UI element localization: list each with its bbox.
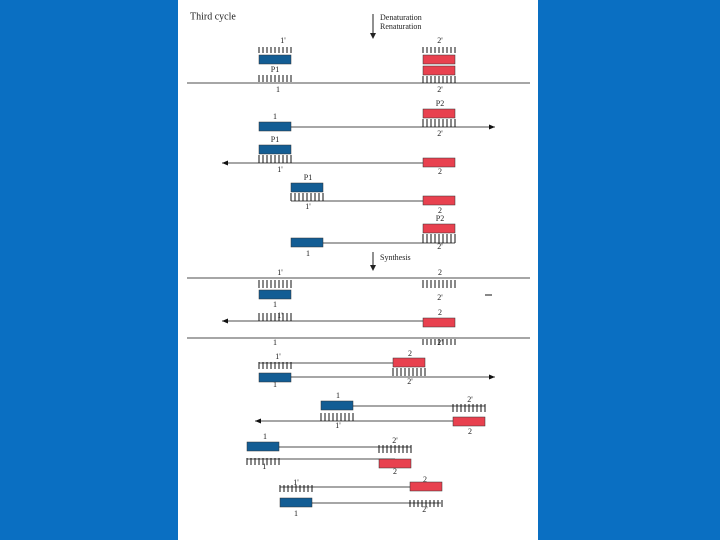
strand-label: 2 [468, 427, 472, 436]
page [178, 0, 538, 540]
strand-label: 1 [306, 249, 310, 258]
strand-label: 1 [263, 432, 267, 441]
strand-label: 2' [467, 395, 473, 404]
strand-label: 1' [275, 352, 281, 361]
strand-label: P1 [271, 65, 279, 74]
primer-2 [422, 65, 456, 76]
step-arrow-head [370, 265, 376, 271]
step-arrow-head [370, 33, 376, 39]
primer-2 [452, 416, 486, 427]
strand-label: P1 [304, 173, 312, 182]
strand-label: 2' [437, 293, 443, 302]
primer-1 [258, 121, 292, 132]
strand-arrow [489, 124, 495, 130]
primer-1 [290, 237, 324, 248]
title: Third cycle [190, 11, 236, 22]
primer-1 [258, 54, 292, 65]
primer-2 [378, 458, 412, 469]
strand-label: 1' [277, 311, 283, 320]
strand-label: 2' [437, 85, 443, 94]
strand-label: P2 [436, 214, 444, 223]
strand-label: 1' [280, 36, 286, 45]
primer-2 [392, 357, 426, 368]
primer-1 [246, 441, 280, 452]
strand-arrow [255, 418, 261, 424]
strand-label: 1 [273, 112, 277, 121]
step-label: Renaturation [380, 22, 421, 31]
strand-label: 1 [276, 85, 280, 94]
strand-label: 2' [437, 129, 443, 138]
primer-1 [290, 182, 324, 193]
step-label: Synthesis [380, 253, 411, 262]
primer-2 [422, 223, 456, 234]
strand-label: 2 [438, 206, 442, 215]
strand-label: 1 [294, 509, 298, 518]
primer-1 [258, 289, 292, 300]
primer-2 [422, 317, 456, 328]
strand-label: 1 [273, 338, 277, 347]
strand-label: 2 [393, 467, 397, 476]
strand-arrow [489, 374, 495, 380]
step-label: Denaturation [380, 13, 422, 22]
strand-label: 1' [305, 202, 311, 211]
strand-label: 2 [408, 349, 412, 358]
strand-label: 1 [273, 380, 277, 389]
strand-label: 2' [422, 505, 428, 514]
primer-2 [409, 481, 443, 492]
strand-arrow [222, 160, 228, 166]
primer-2 [422, 108, 456, 119]
strand-label: 2' [407, 377, 413, 386]
strand-label: 2' [437, 36, 443, 45]
primer-2 [422, 54, 456, 65]
strand-label: 1 [273, 300, 277, 309]
strand-label: 2' [437, 338, 443, 347]
primer-2 [422, 157, 456, 168]
strand-label: 1' [293, 478, 299, 487]
strand-label: 2 [438, 268, 442, 277]
strand-label: 1' [277, 268, 283, 277]
strand-label: 2 [438, 167, 442, 176]
strand-label: 1' [262, 462, 268, 471]
primer-1 [258, 372, 292, 383]
strand-label: P1 [271, 135, 279, 144]
strand-label: 1' [277, 165, 283, 174]
strand-label: 2 [438, 308, 442, 317]
primer-2 [422, 195, 456, 206]
strand-arrow [222, 318, 228, 324]
primer-1 [320, 400, 354, 411]
strand-label: P2 [436, 99, 444, 108]
strand-label: 2 [423, 475, 427, 484]
strand-label: 1' [335, 421, 341, 430]
primer-1 [258, 144, 292, 155]
primer-1 [279, 497, 313, 508]
strand-label: 2' [392, 436, 398, 445]
strand-label: 2' [437, 242, 443, 251]
strand-label: 1 [336, 391, 340, 400]
